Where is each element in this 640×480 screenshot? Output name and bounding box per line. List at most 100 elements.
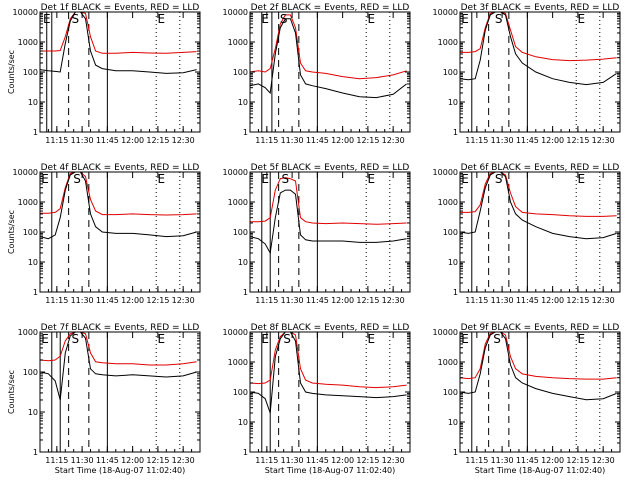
marker-letter: S [493, 332, 501, 346]
y-tick-label: 10000 [223, 8, 248, 17]
marker-letter: E [577, 172, 585, 186]
panel-det-8: 1 10 100 1000 10000 11:15 11:30 11:45 12:00 12:15… [223, 323, 411, 475]
panel-det-5: 1 10 100 1000 10000 11:15 11:30 11:45 12:00 12:15… [223, 163, 411, 305]
marker-letter: E [43, 12, 51, 26]
x-tick-label: 11:45 [306, 456, 329, 465]
y-tick-label: 100 [443, 228, 458, 237]
series-line-black [459, 331, 617, 401]
y-tick-label: 100 [233, 228, 248, 237]
panel-det-2: 1 10 100 1000 10000 11:15 11:30 11:45 12:00 12:15… [223, 3, 411, 145]
marker-letter: E [261, 12, 269, 26]
y-tick-label: 10 [448, 98, 458, 107]
marker-letter: S [72, 332, 80, 346]
x-tick-label: 12:00 [331, 296, 354, 305]
y-tick-label: 100 [233, 68, 248, 77]
x-tick-label: 11:45 [516, 456, 539, 465]
x-tick-label: 12:30 [592, 136, 615, 145]
marker-letter: E [577, 12, 585, 26]
x-tick-label: 11:30 [491, 456, 514, 465]
y-tick-label: 10 [448, 418, 458, 427]
x-tick-label: 12:15 [146, 296, 169, 305]
x-tick-label: 11:15 [255, 296, 278, 305]
y-tick-label: 1000 [228, 358, 248, 367]
x-tick-label: 11:15 [45, 456, 68, 465]
x-tick-label: 12:00 [541, 136, 564, 145]
x-tick-label: 11:30 [491, 136, 514, 145]
x-tick-label: 11:15 [255, 456, 278, 465]
series-line-black [459, 11, 617, 86]
x-axis-label: Start Time (18-Aug-07 11:02:40) [265, 466, 396, 475]
y-axis-label: Counts/sec [7, 50, 16, 94]
marker-letter: E [41, 332, 49, 346]
x-tick-label: 12:15 [566, 456, 589, 465]
panel-det-6: 1 10 100 1000 10000 11:15 11:30 11:45 12:00 12:15… [433, 163, 621, 305]
x-tick-label: 11:30 [491, 296, 514, 305]
x-tick-label: 11:15 [255, 136, 278, 145]
plot-frame [39, 331, 201, 453]
panel-title: Det 2f BLACK = Events, RED = LLD [251, 3, 410, 13]
y-tick-label: 1 [243, 288, 248, 297]
x-tick-label: 12:15 [566, 136, 589, 145]
x-tick-label: 11:45 [516, 296, 539, 305]
y-tick-label: 1000 [228, 198, 248, 207]
panel-det-1: 1 10 100 1000 10000 11:15 11:30 11:45 12:00 12:15… [7, 3, 201, 145]
marker-letter: S [280, 12, 288, 26]
x-tick-label: 11:45 [516, 136, 539, 145]
series-line-red [249, 331, 407, 389]
x-tick-label: 11:15 [465, 136, 488, 145]
y-tick-label: 100 [23, 368, 38, 377]
y-tick-label: 1000 [438, 198, 458, 207]
y-tick-label: 1 [453, 288, 458, 297]
x-tick-label: 12:30 [382, 456, 405, 465]
y-tick-label: 10 [238, 258, 248, 267]
panel-title: Det 4f BLACK = Events, RED = LLD [41, 163, 200, 173]
x-tick-label: 11:45 [306, 136, 329, 145]
x-tick-label: 12:15 [356, 136, 379, 145]
marker-letter: E [461, 332, 469, 346]
x-tick-label: 11:45 [306, 296, 329, 305]
x-tick-label: 12:30 [382, 296, 405, 305]
x-tick-label: 11:45 [96, 136, 119, 145]
x-tick-label: 12:15 [356, 296, 379, 305]
x-tick-label: 12:00 [331, 456, 354, 465]
series-line-black [249, 18, 407, 99]
y-tick-label: 10 [28, 408, 38, 417]
panel-title: Det 9f BLACK = Events, RED = LLD [461, 323, 620, 333]
x-tick-label: 11:15 [465, 456, 488, 465]
marker-letter: S [72, 12, 80, 26]
y-tick-label: 1 [243, 128, 248, 137]
x-tick-label: 11:45 [96, 456, 119, 465]
marker-letter: E [461, 172, 469, 186]
y-axis-label: Counts/sec [7, 210, 16, 254]
series-line-black [459, 171, 617, 240]
y-tick-label: 1 [243, 448, 248, 457]
series-line-red [39, 331, 197, 366]
y-axis-label: Counts/sec [7, 370, 16, 414]
plot-frame [459, 11, 621, 133]
y-tick-label: 1000 [18, 198, 38, 207]
y-tick-label: 100 [23, 228, 38, 237]
x-tick-label: 12:15 [146, 456, 169, 465]
series-line-black [249, 331, 407, 414]
marker-letter: E [157, 172, 165, 186]
marker-letter: S [495, 172, 503, 186]
series-line-red [459, 331, 617, 380]
y-tick-label: 10 [28, 98, 38, 107]
y-tick-label: 10 [238, 418, 248, 427]
series-line-black [39, 171, 197, 240]
y-tick-label: 1 [33, 448, 38, 457]
y-tick-label: 1 [453, 128, 458, 137]
panel-title: Det 8f BLACK = Events, RED = LLD [251, 323, 410, 333]
y-tick-label: 1 [33, 288, 38, 297]
x-tick-label: 11:15 [465, 296, 488, 305]
x-tick-label: 11:15 [45, 136, 68, 145]
x-tick-label: 11:15 [45, 296, 68, 305]
y-tick-label: 1 [453, 448, 458, 457]
panel-det-3: 1 10 100 1000 10000 11:15 11:30 11:45 12:00 12:15… [433, 3, 621, 145]
y-tick-label: 10 [28, 258, 38, 267]
marker-letter: E [157, 332, 165, 346]
series-line-red [460, 171, 617, 217]
plot-frame [249, 331, 411, 453]
panel-det-4: 1 10 100 1000 10000 11:15 11:30 11:45 12:00 12:15… [7, 163, 201, 305]
